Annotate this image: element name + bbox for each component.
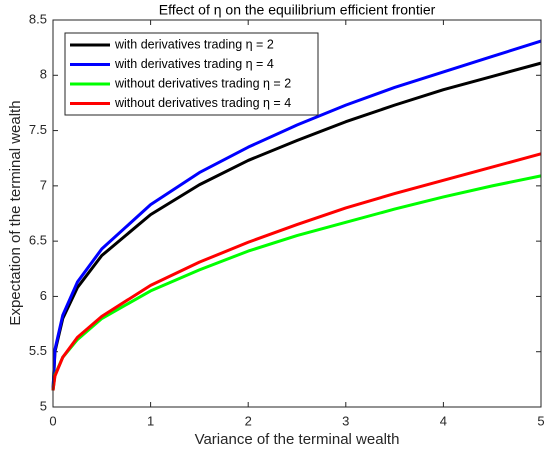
y-tick-label: 8.5 xyxy=(29,11,47,26)
legend-label: without derivatives trading η = 2 xyxy=(114,76,291,90)
legend-label: with derivatives trading η = 4 xyxy=(114,57,274,71)
legend-box xyxy=(64,32,319,116)
x-tick-label: 5 xyxy=(537,413,544,428)
x-axis-label: Variance of the terminal wealth xyxy=(195,431,400,448)
y-tick-label: 5.5 xyxy=(29,343,47,358)
x-tick-label: 0 xyxy=(49,413,56,428)
x-tick-label: 1 xyxy=(147,413,154,428)
y-tick-label: 8 xyxy=(40,67,47,82)
legend-label: with derivatives trading η = 2 xyxy=(114,37,274,51)
data-line xyxy=(51,152,542,391)
legend-label: without derivatives trading η = 4 xyxy=(114,96,291,110)
y-tick-label: 6 xyxy=(40,288,47,303)
y-axis-label: Expectation of the terminal wealth xyxy=(7,100,24,325)
x-tick-label: 2 xyxy=(245,413,252,428)
chart-title: Effect of η on the equilibrium efficient… xyxy=(159,2,436,18)
y-tick-label: 7 xyxy=(40,177,47,192)
data-line xyxy=(51,39,542,391)
y-tick-label: 7.5 xyxy=(29,122,47,137)
y-tick-label: 5 xyxy=(40,398,47,413)
y-tick-label: 6.5 xyxy=(29,233,47,248)
x-tick-label: 4 xyxy=(440,413,447,428)
axes-frame xyxy=(52,19,542,408)
x-tick-label: 3 xyxy=(342,413,349,428)
